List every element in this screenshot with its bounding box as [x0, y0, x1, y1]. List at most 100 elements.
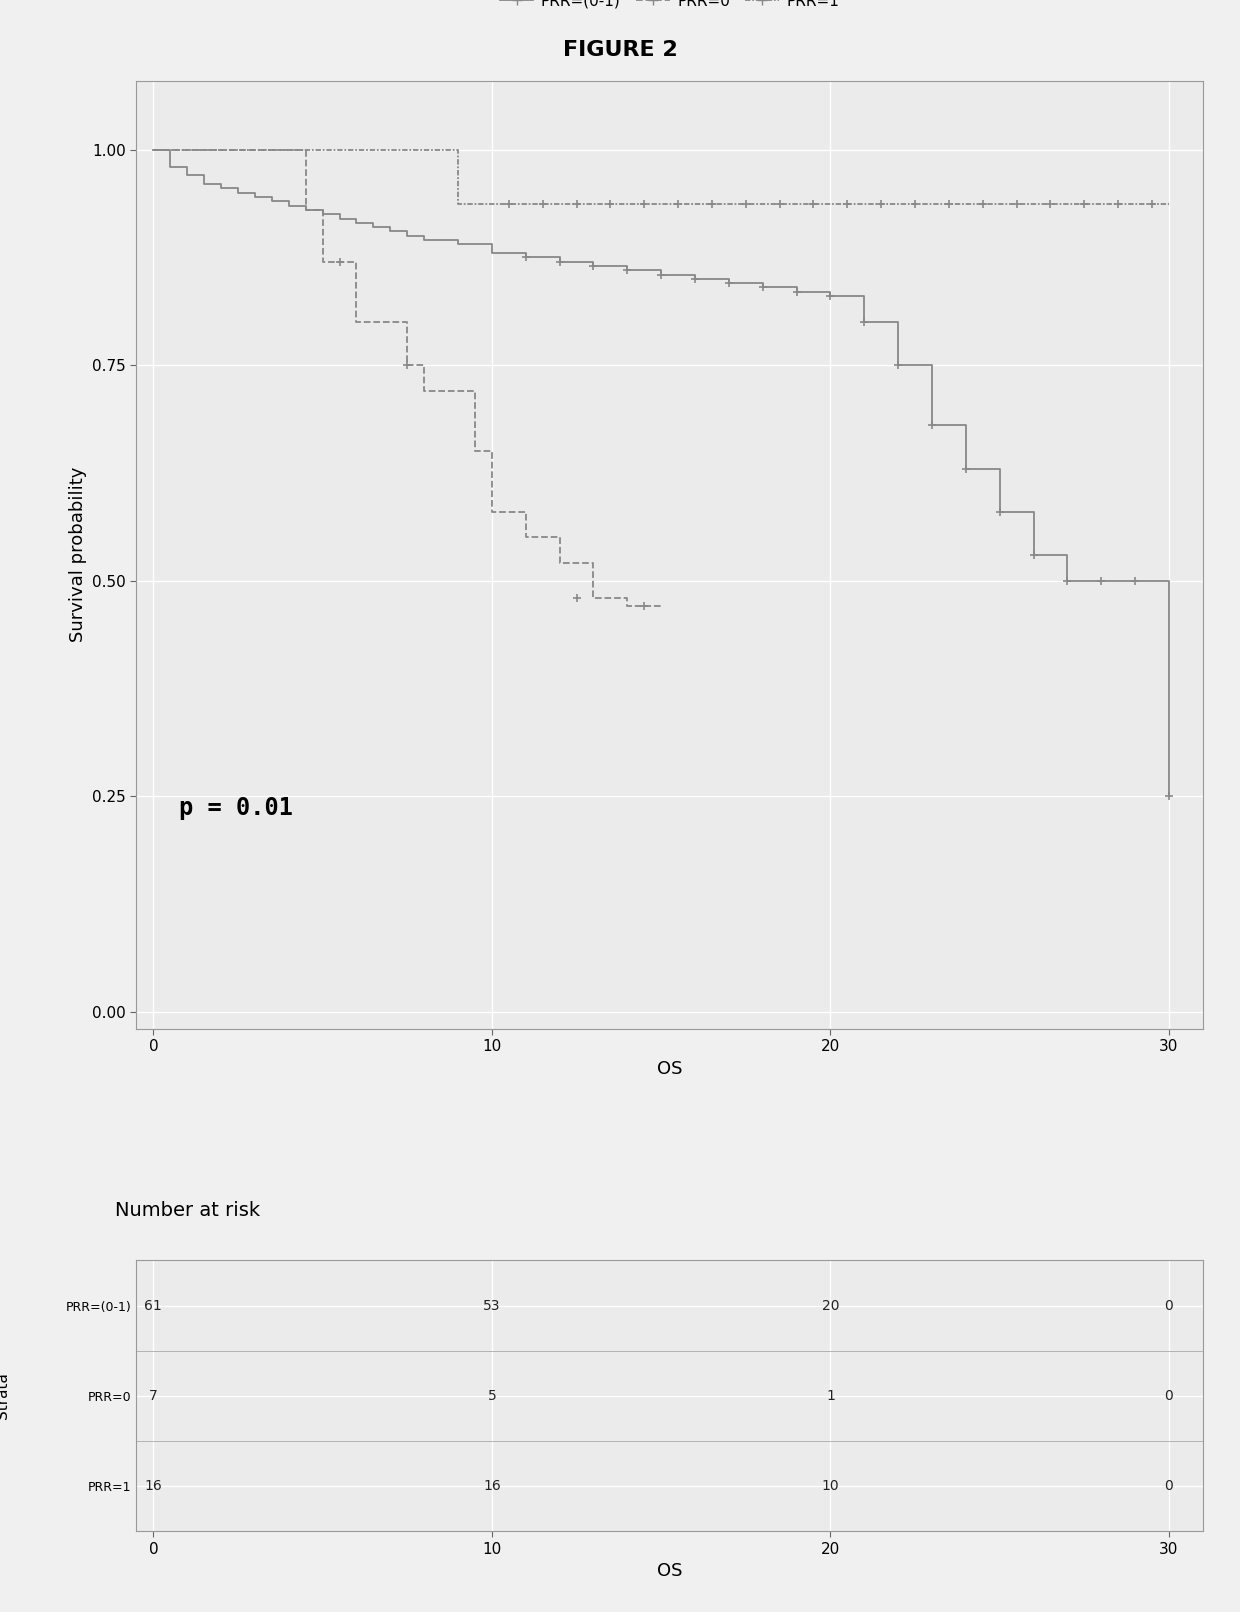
Text: 0: 0: [1164, 1390, 1173, 1402]
PRR=(0-1): [959, 459, 973, 479]
PRR=(0-1): [1060, 571, 1075, 590]
Text: 7: 7: [149, 1390, 157, 1402]
PRR=0: [653, 596, 668, 616]
Text: 16: 16: [144, 1480, 162, 1493]
PRR=1: [1127, 193, 1142, 213]
PRR=(0-1): [552, 251, 567, 271]
Text: 0: 0: [1164, 1480, 1173, 1493]
Text: 20: 20: [822, 1299, 839, 1312]
Line: PRR=(0-1): PRR=(0-1): [154, 150, 1169, 796]
X-axis label: OS: OS: [657, 1059, 682, 1078]
PRR=1: [925, 193, 940, 213]
PRR=1: [992, 193, 1007, 213]
PRR=(0-1): [248, 187, 263, 206]
PRR=(0-1): [450, 235, 465, 255]
PRR=1: [1060, 193, 1075, 213]
PRR=(0-1): [315, 205, 330, 224]
PRR=(0-1): [1094, 571, 1109, 590]
PRR=0: [587, 588, 601, 608]
PRR=1: [587, 193, 601, 213]
PRR=(0-1): [620, 261, 635, 280]
PRR=1: [687, 193, 702, 213]
PRR=(0-1): [925, 416, 940, 435]
Text: 16: 16: [484, 1480, 501, 1493]
PRR=0: [146, 140, 161, 160]
PRR=(0-1): [1162, 787, 1177, 806]
Text: 0: 0: [1164, 1299, 1173, 1312]
PRR=(0-1): [180, 166, 195, 185]
PRR=(0-1): [264, 192, 279, 211]
PRR=0: [399, 355, 414, 374]
PRR=(0-1): [789, 282, 804, 301]
PRR=0: [348, 313, 363, 332]
Text: 5: 5: [487, 1390, 496, 1402]
PRR=1: [417, 140, 432, 160]
PRR=0: [248, 140, 263, 160]
PRR=0: [417, 382, 432, 401]
Text: Number at risk: Number at risk: [115, 1201, 260, 1220]
PRR=(0-1): [890, 355, 905, 374]
PRR=(0-1): [332, 210, 347, 229]
PRR=0: [213, 140, 228, 160]
PRR=1: [959, 193, 973, 213]
PRR=0: [467, 442, 482, 461]
PRR=1: [620, 193, 635, 213]
PRR=1: [1162, 193, 1177, 213]
PRR=1: [518, 193, 533, 213]
PRR=(0-1): [823, 287, 838, 306]
PRR=0: [552, 553, 567, 572]
Text: 10: 10: [822, 1480, 839, 1493]
PRR=0: [450, 382, 465, 401]
PRR=1: [857, 193, 872, 213]
PRR=1: [485, 193, 500, 213]
Line: PRR=1: PRR=1: [154, 150, 1169, 203]
PRR=1: [383, 140, 398, 160]
PRR=(0-1): [213, 179, 228, 198]
PRR=1: [315, 140, 330, 160]
PRR=(0-1): [992, 501, 1007, 521]
PRR=1: [552, 193, 567, 213]
PRR=1: [890, 193, 905, 213]
PRR=1: [789, 193, 804, 213]
PRR=(0-1): [366, 218, 381, 237]
PRR=(0-1): [857, 313, 872, 332]
PRR=(0-1): [162, 156, 177, 176]
Y-axis label: Survival probability: Survival probability: [68, 467, 87, 643]
PRR=(0-1): [755, 277, 770, 297]
PRR=0: [180, 140, 195, 160]
X-axis label: OS: OS: [657, 1562, 682, 1580]
PRR=0: [485, 501, 500, 521]
PRR=1: [823, 193, 838, 213]
PRR=(0-1): [399, 226, 414, 245]
PRR=1: [281, 140, 296, 160]
PRR=0: [281, 140, 296, 160]
PRR=0: [299, 200, 314, 219]
PRR=0: [518, 527, 533, 546]
PRR=(0-1): [348, 213, 363, 232]
PRR=1: [180, 140, 195, 160]
PRR=1: [248, 140, 263, 160]
Text: 61: 61: [144, 1299, 162, 1312]
PRR=0: [383, 313, 398, 332]
PRR=1: [653, 193, 668, 213]
PRR=0: [332, 251, 347, 271]
PRR=1: [213, 140, 228, 160]
PRR=(0-1): [485, 243, 500, 263]
PRR=(0-1): [299, 200, 314, 219]
PRR=1: [1094, 193, 1109, 213]
PRR=(0-1): [146, 140, 161, 160]
Legend: PRR=(0-1), PRR=0, PRR=1: PRR=(0-1), PRR=0, PRR=1: [494, 0, 846, 15]
PRR=(0-1): [417, 231, 432, 250]
PRR=(0-1): [231, 184, 246, 203]
Text: FIGURE 2: FIGURE 2: [563, 40, 677, 60]
PRR=(0-1): [722, 274, 737, 293]
PRR=1: [755, 193, 770, 213]
PRR=(0-1): [653, 264, 668, 284]
PRR=1: [434, 140, 449, 160]
PRR=1: [450, 193, 465, 213]
PRR=(0-1): [587, 256, 601, 276]
PRR=1: [722, 193, 737, 213]
Y-axis label: Strata: Strata: [0, 1372, 10, 1420]
Text: 1: 1: [826, 1390, 835, 1402]
PRR=1: [146, 140, 161, 160]
